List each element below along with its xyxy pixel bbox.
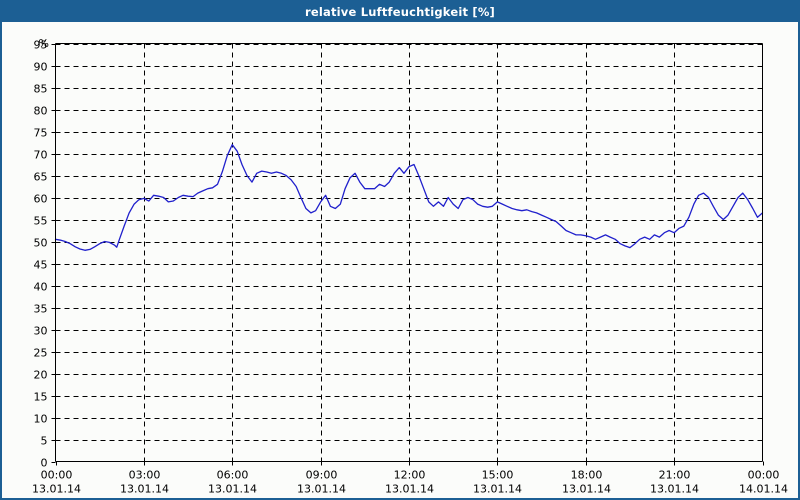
x-tick-label-time: 21:00	[659, 469, 691, 482]
data-series	[54, 144, 764, 251]
x-tick-label-time: 03:00	[129, 469, 161, 482]
x-tick-label-date: 14.01.14	[739, 483, 788, 496]
x-axis-ticks: 00:0013.01.1403:0013.01.1406:0013.01.140…	[32, 461, 788, 496]
x-tick-label-date: 13.01.14	[650, 483, 699, 496]
y-tick-label: 35	[34, 303, 48, 316]
x-tick-label-date: 13.01.14	[120, 483, 169, 496]
y-tick-label: 60	[34, 193, 48, 206]
x-tick-label-time: 06:00	[217, 469, 249, 482]
y-tick-label: 65	[34, 171, 48, 184]
chart-svg: 0 5 10 15 20 25 30 35 40 45 50 55 60 65 70 75 80 85 90 95 0…	[32, 37, 788, 496]
x-tick-label-date: 13.01.14	[297, 483, 346, 496]
y-axis-unit-label: %	[39, 37, 49, 50]
plot-area: 0 5 10 15 20 25 30 35 40 45 50 55 60 65 70 75 80 85 90 95 0…	[2, 24, 798, 498]
y-tick-label: 90	[34, 61, 48, 74]
y-axis-ticks: 0 5 10 15 20 25 30 35 40 45 50 55 60 65 70 75 80 85 90 95	[34, 39, 56, 470]
x-tick-label-time: 18:00	[571, 469, 603, 482]
x-tick-label-date: 13.01.14	[32, 483, 81, 496]
y-tick-label: 50	[34, 237, 48, 250]
x-tick-label-date: 13.01.14	[385, 483, 434, 496]
y-tick-label: 45	[34, 259, 48, 272]
y-tick-label: 55	[34, 215, 48, 228]
x-tick-label-time: 15:00	[482, 469, 514, 482]
series-line-0	[54, 144, 764, 251]
y-tick-label: 10	[34, 413, 48, 426]
y-tick-label: 80	[34, 105, 48, 118]
axis-lines	[55, 43, 763, 462]
y-tick-label: 0	[41, 457, 48, 470]
x-tick-label-time: 00:00	[41, 469, 73, 482]
y-tick-label: 70	[34, 149, 48, 162]
y-tick-label: 20	[34, 369, 48, 382]
x-tick-label-date: 13.01.14	[208, 483, 257, 496]
x-tick-label-time: 12:00	[394, 469, 426, 482]
x-tick-label-date: 13.01.14	[562, 483, 611, 496]
y-tick-label: 25	[34, 347, 48, 360]
x-tick-label-date: 13.01.14	[473, 483, 522, 496]
y-tick-label: 85	[34, 83, 48, 96]
y-tick-label: 95	[34, 39, 48, 52]
y-tick-label: 40	[34, 281, 48, 294]
grid-lines	[55, 43, 763, 462]
y-tick-label: 5	[41, 435, 48, 448]
chart-title-bar: relative Luftfeuchtigkeit [%]	[2, 2, 798, 22]
x-tick-label-time: 09:00	[306, 469, 338, 482]
x-tick-label-time: 00:00	[748, 469, 780, 482]
y-tick-label: 15	[34, 391, 48, 404]
y-tick-label: 75	[34, 127, 48, 140]
y-tick-label: 30	[34, 325, 48, 338]
